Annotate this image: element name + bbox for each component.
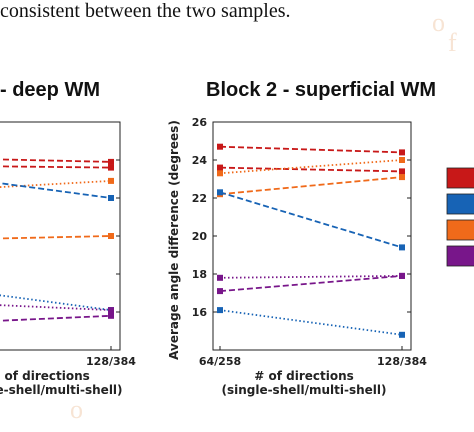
series-line-blue	[219, 309, 403, 336]
y-tick-label: 26	[192, 116, 208, 129]
y-axis-label: Average angle difference (degrees)	[167, 120, 181, 360]
data-point-blue	[399, 331, 405, 338]
series-line-purple	[219, 275, 403, 292]
series-line-red	[0, 165, 112, 169]
series-line-orange	[0, 235, 112, 240]
series-line-orange	[219, 159, 403, 175]
y-tick-label: 18	[192, 268, 207, 281]
data-point-orange	[108, 177, 114, 184]
watermark-glyph: o	[432, 8, 445, 37]
legend-swatch-blue	[446, 193, 474, 215]
data-point-red	[399, 168, 405, 175]
plot-frame	[212, 121, 412, 351]
series-line-blue	[219, 191, 403, 249]
x-tick-label: 128/384	[377, 355, 427, 368]
right-chart-title: Block 2 - superficial WM	[206, 79, 437, 101]
left-chart-title: - deep WM	[0, 79, 100, 101]
y-tick-label: 22	[192, 192, 207, 205]
data-point-orange	[108, 233, 114, 239]
series-line-red	[219, 166, 403, 173]
legend-swatch-purple	[446, 245, 474, 267]
data-point-blue	[108, 195, 114, 201]
data-point-purple	[108, 307, 114, 314]
data-point-blue	[399, 244, 405, 251]
x-axis-sublabel: (single-shell/multi-shell)	[0, 383, 123, 397]
legend-swatch-red	[446, 167, 474, 189]
data-point-red	[399, 149, 405, 156]
data-point-red	[108, 164, 114, 171]
x-tick-label: 64/258	[199, 355, 241, 368]
data-point-orange	[399, 174, 405, 181]
caption-text: consistent between the two samples.	[0, 0, 291, 22]
data-point-blue	[217, 307, 223, 314]
data-point-purple	[399, 272, 405, 279]
series-line-red	[219, 145, 403, 154]
y-tick-label: 20	[192, 230, 208, 243]
x-tick-label: 128/384	[86, 355, 136, 368]
data-point-blue	[217, 189, 223, 196]
data-point-purple	[108, 312, 114, 319]
series-line-purple	[0, 304, 112, 311]
series-line-purple	[0, 314, 112, 322]
x-axis-sublabel: (single-shell/multi-shell)	[221, 383, 386, 397]
y-tick-label: 16	[192, 306, 208, 319]
data-point-purple	[217, 288, 223, 295]
legend-swatch-orange	[446, 219, 474, 241]
data-point-purple	[217, 274, 223, 281]
y-tick-label: 24	[192, 154, 208, 167]
watermark-glyph: o	[70, 395, 83, 424]
series-line-orange	[219, 176, 403, 196]
data-point-red	[108, 158, 114, 165]
data-point-orange	[399, 157, 405, 163]
x-axis-label: # of directions	[0, 369, 90, 383]
series-line-red	[0, 158, 112, 163]
x-axis-label: # of directions	[254, 369, 354, 383]
watermark-glyph: f	[448, 28, 457, 57]
series-line-blue	[0, 182, 112, 199]
data-point-red	[217, 164, 223, 171]
data-point-red	[217, 143, 223, 150]
data-point-orange	[217, 170, 223, 177]
